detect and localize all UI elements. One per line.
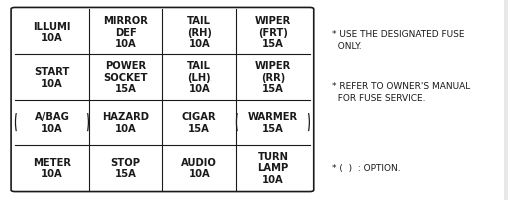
Text: CIGAR
15A: CIGAR 15A — [182, 112, 216, 133]
Text: POWER
SOCKET
15A: POWER SOCKET 15A — [103, 61, 148, 94]
Text: * USE THE DESIGNATED FUSE
  ONLY.: * USE THE DESIGNATED FUSE ONLY. — [332, 30, 465, 51]
Text: AUDIO
10A: AUDIO 10A — [181, 157, 217, 178]
Text: START
10A: START 10A — [34, 67, 70, 88]
Text: WARMER
15A: WARMER 15A — [248, 112, 298, 133]
Text: * (  )  : OPTION.: * ( ) : OPTION. — [332, 163, 401, 172]
Text: HAZARD
10A: HAZARD 10A — [102, 112, 149, 133]
Text: WIPER
(RR)
15A: WIPER (RR) 15A — [255, 61, 291, 94]
Text: WIPER
(FRT)
15A: WIPER (FRT) 15A — [255, 16, 291, 49]
Text: STOP
15A: STOP 15A — [111, 157, 141, 178]
Text: TURN
LAMP
10A: TURN LAMP 10A — [257, 151, 289, 184]
Text: MIRROR
DEF
10A: MIRROR DEF 10A — [103, 16, 148, 49]
FancyBboxPatch shape — [11, 8, 314, 192]
Text: ILLUMI
10A: ILLUMI 10A — [33, 22, 71, 43]
Text: TAIL
(LH)
10A: TAIL (LH) 10A — [187, 61, 211, 94]
Text: TAIL
(RH)
10A: TAIL (RH) 10A — [187, 16, 212, 49]
Text: A/BAG
10A: A/BAG 10A — [35, 112, 70, 133]
Text: * REFER TO OWNER'S MANUAL
  FOR FUSE SERVICE.: * REFER TO OWNER'S MANUAL FOR FUSE SERVI… — [332, 82, 470, 103]
Text: METER
10A: METER 10A — [33, 157, 71, 178]
